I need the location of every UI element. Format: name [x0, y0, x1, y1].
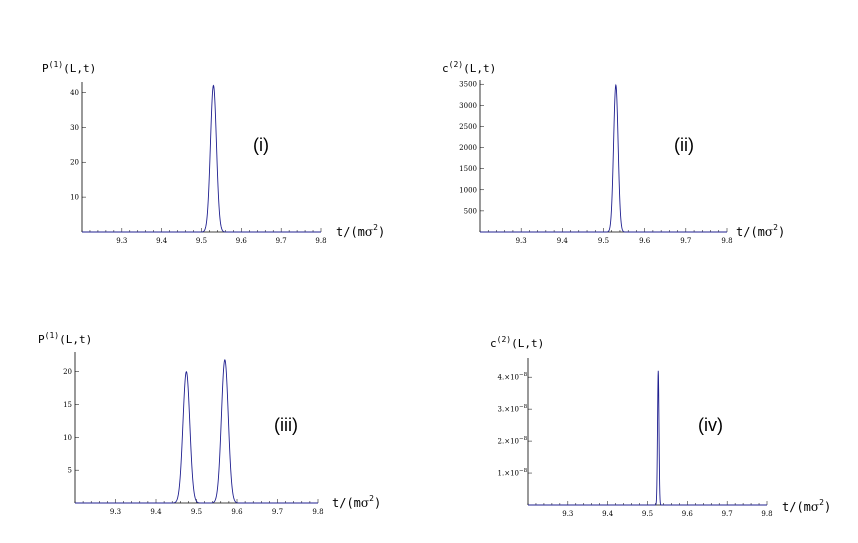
x-axis-label: t/(mσ2) [736, 223, 785, 239]
series-line [480, 83, 727, 233]
x-tick-label: 9.4 [602, 510, 614, 518]
y-tick-label: 2500 [459, 123, 477, 131]
x-axis-label: t/(mσ2) [782, 498, 831, 514]
y-tick-label: 1.×10 [498, 470, 519, 478]
x-tick-label: 9.3 [110, 508, 121, 516]
x-tick-label: 9.7 [680, 237, 691, 245]
x-label-close: ) [778, 225, 785, 239]
series-line [528, 370, 767, 506]
x-tick-label: 9.7 [272, 508, 283, 516]
y-tick-exponent: −8 [519, 404, 528, 410]
y-tick-label: 1000 [459, 186, 477, 194]
y-tick-exponent: −8 [519, 436, 528, 442]
x-tick-label: 9.6 [231, 508, 243, 516]
x-label-sup: 2 [819, 498, 824, 507]
x-tick-label: 9.5 [196, 237, 207, 245]
y-label-args: (L,t) [463, 62, 496, 75]
x-tick-label: 9.5 [642, 510, 653, 518]
x-axis-label: t/(mσ2) [336, 223, 385, 239]
x-tick-label: 9.4 [557, 237, 569, 245]
y-label-sup: (2) [449, 60, 463, 69]
x-label-sup: 2 [373, 223, 378, 232]
x-tick-label: 9.4 [150, 508, 162, 516]
y-tick-label: 40 [70, 89, 79, 97]
panel-3: 9.3 9.4 9.5 9.6 9.7 9.8 5 10 15 20 P(1)(L,t) t/(mσ2… [38, 331, 381, 516]
y-label-args: (L,t) [511, 337, 544, 350]
series-line [75, 359, 318, 504]
panel-2: 9.3 9.4 9.5 9.6 9.7 9.8 500 1000 1500 2000 2500 300… [442, 60, 785, 245]
x-tick-label: 9.6 [639, 237, 651, 245]
y-tick-label: 500 [464, 207, 477, 215]
series-line [82, 84, 321, 233]
x-tick-label: 9.8 [761, 510, 772, 518]
y-axis-label: c(2)(L,t) [442, 60, 496, 75]
y-label-base: P [42, 62, 49, 75]
panel-1: 9.3 9.4 9.5 9.6 9.7 9.8 10 20 30 40 P(1)(L,t) t/(mσ… [42, 60, 385, 245]
y-axis-label: P(1)(L,t) [42, 60, 96, 75]
y-tick-label: 20 [70, 159, 79, 167]
x-tick-label: 9.6 [236, 237, 248, 245]
x-label-close: ) [378, 225, 385, 239]
y-label-base: P [38, 333, 45, 346]
x-tick-label: 9.8 [721, 237, 732, 245]
y-tick-label: 2000 [459, 144, 477, 152]
panel-label: (iv) [698, 415, 723, 435]
x-label-symbol: σ [811, 500, 819, 514]
x-label-sup: 2 [369, 494, 374, 503]
y-tick-label: 2.×10 [498, 438, 519, 446]
y-tick-exponent: −8 [519, 468, 528, 474]
x-label-symbol: σ [765, 225, 773, 239]
y-tick-label: 10 [63, 434, 72, 442]
x-label-base: t/(m [336, 225, 365, 239]
y-axis-label: c(2)(L,t) [490, 335, 544, 350]
panel-4: 9.3 9.4 9.5 9.6 9.7 9.81.×10 −82.×10 −83.×10 −84… [490, 335, 831, 518]
x-tick-label: 9.5 [191, 508, 202, 516]
x-label-base: t/(m [736, 225, 765, 239]
x-tick-label: 9.7 [722, 510, 733, 518]
y-tick-label: 10 [70, 194, 79, 202]
x-tick-label: 9.6 [682, 510, 694, 518]
x-tick-label: 9.8 [312, 508, 323, 516]
y-label-args: (L,t) [59, 333, 92, 346]
x-tick-label: 9.4 [156, 237, 168, 245]
x-tick-label: 9.5 [598, 237, 609, 245]
x-label-base: t/(m [332, 496, 361, 510]
y-label-sup: (1) [45, 331, 59, 340]
y-tick-label: 4.×10 [498, 374, 519, 382]
y-tick-label: 20 [63, 368, 72, 376]
x-tick-label: 9.7 [276, 237, 287, 245]
y-label-sup: (1) [49, 60, 63, 69]
x-label-symbol: σ [361, 496, 369, 510]
x-axis-label: t/(mσ2) [332, 494, 381, 510]
panel-label: (ii) [674, 135, 694, 155]
y-label-base: c [442, 62, 449, 75]
y-label-sup: (2) [497, 335, 511, 344]
y-label-args: (L,t) [63, 62, 96, 75]
panel-label: (i) [253, 135, 269, 155]
x-label-close: ) [824, 500, 831, 514]
y-tick-label: 15 [63, 401, 72, 409]
x-tick-label: 9.8 [315, 237, 326, 245]
x-label-base: t/(m [782, 500, 811, 514]
y-label-base: c [490, 337, 497, 350]
x-label-symbol: σ [365, 225, 373, 239]
x-tick-label: 9.3 [116, 237, 127, 245]
x-label-close: ) [374, 496, 381, 510]
y-axis-label: P(1)(L,t) [38, 331, 92, 346]
panel-label: (iii) [274, 415, 298, 435]
y-tick-exponent: −8 [519, 372, 528, 378]
y-tick-label: 30 [70, 124, 79, 132]
y-tick-label: 3.×10 [498, 406, 519, 414]
x-tick-label: 9.3 [562, 510, 573, 518]
x-tick-label: 9.3 [516, 237, 527, 245]
x-label-sup: 2 [773, 223, 778, 232]
y-tick-label: 3500 [459, 81, 477, 89]
y-tick-label: 1500 [459, 165, 477, 173]
y-tick-label: 5 [68, 467, 72, 475]
y-tick-label: 3000 [459, 102, 477, 110]
